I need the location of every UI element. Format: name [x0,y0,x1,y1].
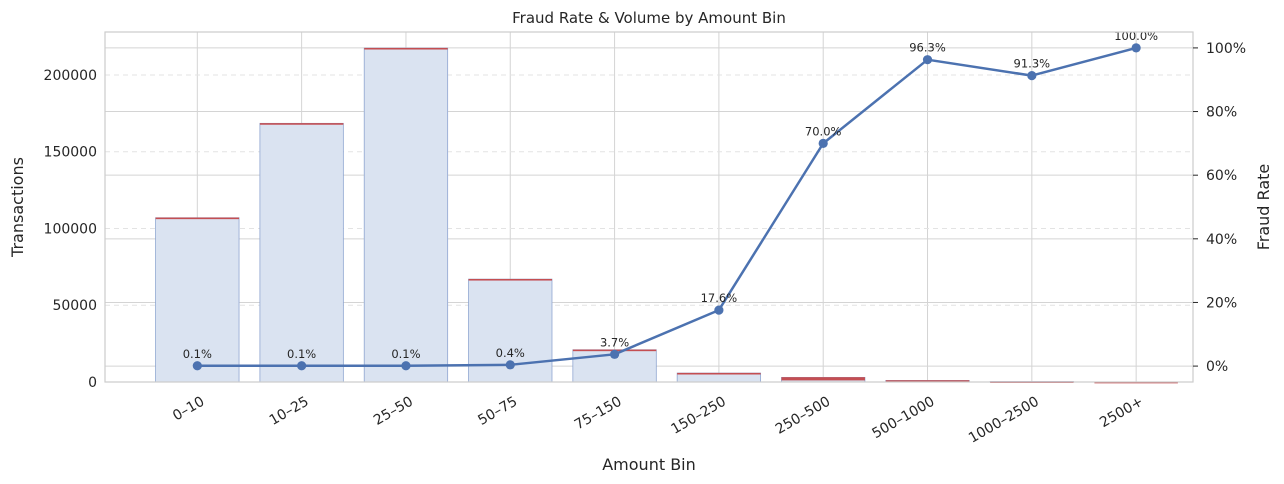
x-tick-label: 250–500 [773,394,833,438]
fraud-rate-label: 100.0% [1114,29,1158,43]
fraud-bar [155,217,240,220]
x-tick-label: 500–1000 [869,394,937,443]
fraud-bar [364,47,448,50]
fraud-rate-line [192,43,1141,371]
y-axis-label: Transactions [8,157,27,258]
fraud-rate-label: 96.3% [909,41,946,55]
x-axis-label: Amount Bin [602,455,696,474]
total-bar [363,47,449,383]
y2-tick-label: 40% [1206,232,1237,248]
fraud-rate-label: 0.1% [287,347,316,361]
data-labels: 0.1% 0.1% 0.1% 0.4% 3.7% 17.6% 70.0% 96.3% 91.3%… [183,29,1158,361]
y2-tick-label: 100% [1206,41,1246,57]
fraud-rate-point [192,361,202,371]
x-tick-label: 1000–2500 [966,394,1042,447]
total-bar [259,122,344,383]
fraud-rate-point [401,361,411,371]
fraud-rate-point [609,349,620,359]
fraud-rate-label: 0.1% [391,347,420,361]
y-tick-label: 0 [88,375,97,391]
fraud-rate-label: 91.3% [1014,57,1051,71]
x-tick-label: 2500+ [1097,394,1146,432]
fraud-bar [781,377,865,381]
y2-tick-label: 0% [1206,359,1228,375]
y2-tick-label: 20% [1206,295,1237,311]
fraud-rate-point [505,360,515,370]
fraud-bar [677,372,761,375]
y-tick-label: 100000 [44,221,97,237]
x-tick-label: 25–50 [371,394,416,429]
fraud-rate-point [297,361,307,371]
fraud-bar [885,380,970,382]
y2-axis-label: Fraud Rate [1254,164,1273,251]
fraud-rate-label: 0.1% [183,347,212,361]
y-tick-label: 150000 [44,145,97,161]
y2-tick-label: 60% [1206,168,1237,184]
plot-frame [104,31,1194,383]
x-tick-label: 75–150 [572,394,625,434]
fraud-rate-point [714,305,724,315]
total-bar [572,349,657,383]
x-tick-label: 0–10 [170,394,207,425]
y2-tick-label: 80% [1206,105,1237,121]
fraud-rate-label: 0.4% [496,346,525,360]
fraud-rate-point [1131,43,1141,53]
fraud-rate-point [922,55,933,65]
fraud-rate-polyline [197,46,1137,368]
x-tick-label: 50–75 [475,394,520,429]
fraud-bar [259,123,344,125]
y-tick-label: 200000 [44,68,97,84]
fraud-rate-label: 17.6% [701,291,738,305]
x-tick-label: 150–250 [669,394,729,438]
fraud-rate-point [818,138,828,148]
x-tick-label: 10–25 [267,394,312,429]
fraud-rate-point [1027,70,1037,81]
y-tick-label: 50000 [52,298,97,314]
fraud-bar [468,278,552,281]
fraud-rate-label: 3.7% [600,335,629,349]
chart-title: Fraud Rate & Volume by Amount Bin [512,9,786,27]
fraud-rate-label: 70.0% [805,124,842,138]
